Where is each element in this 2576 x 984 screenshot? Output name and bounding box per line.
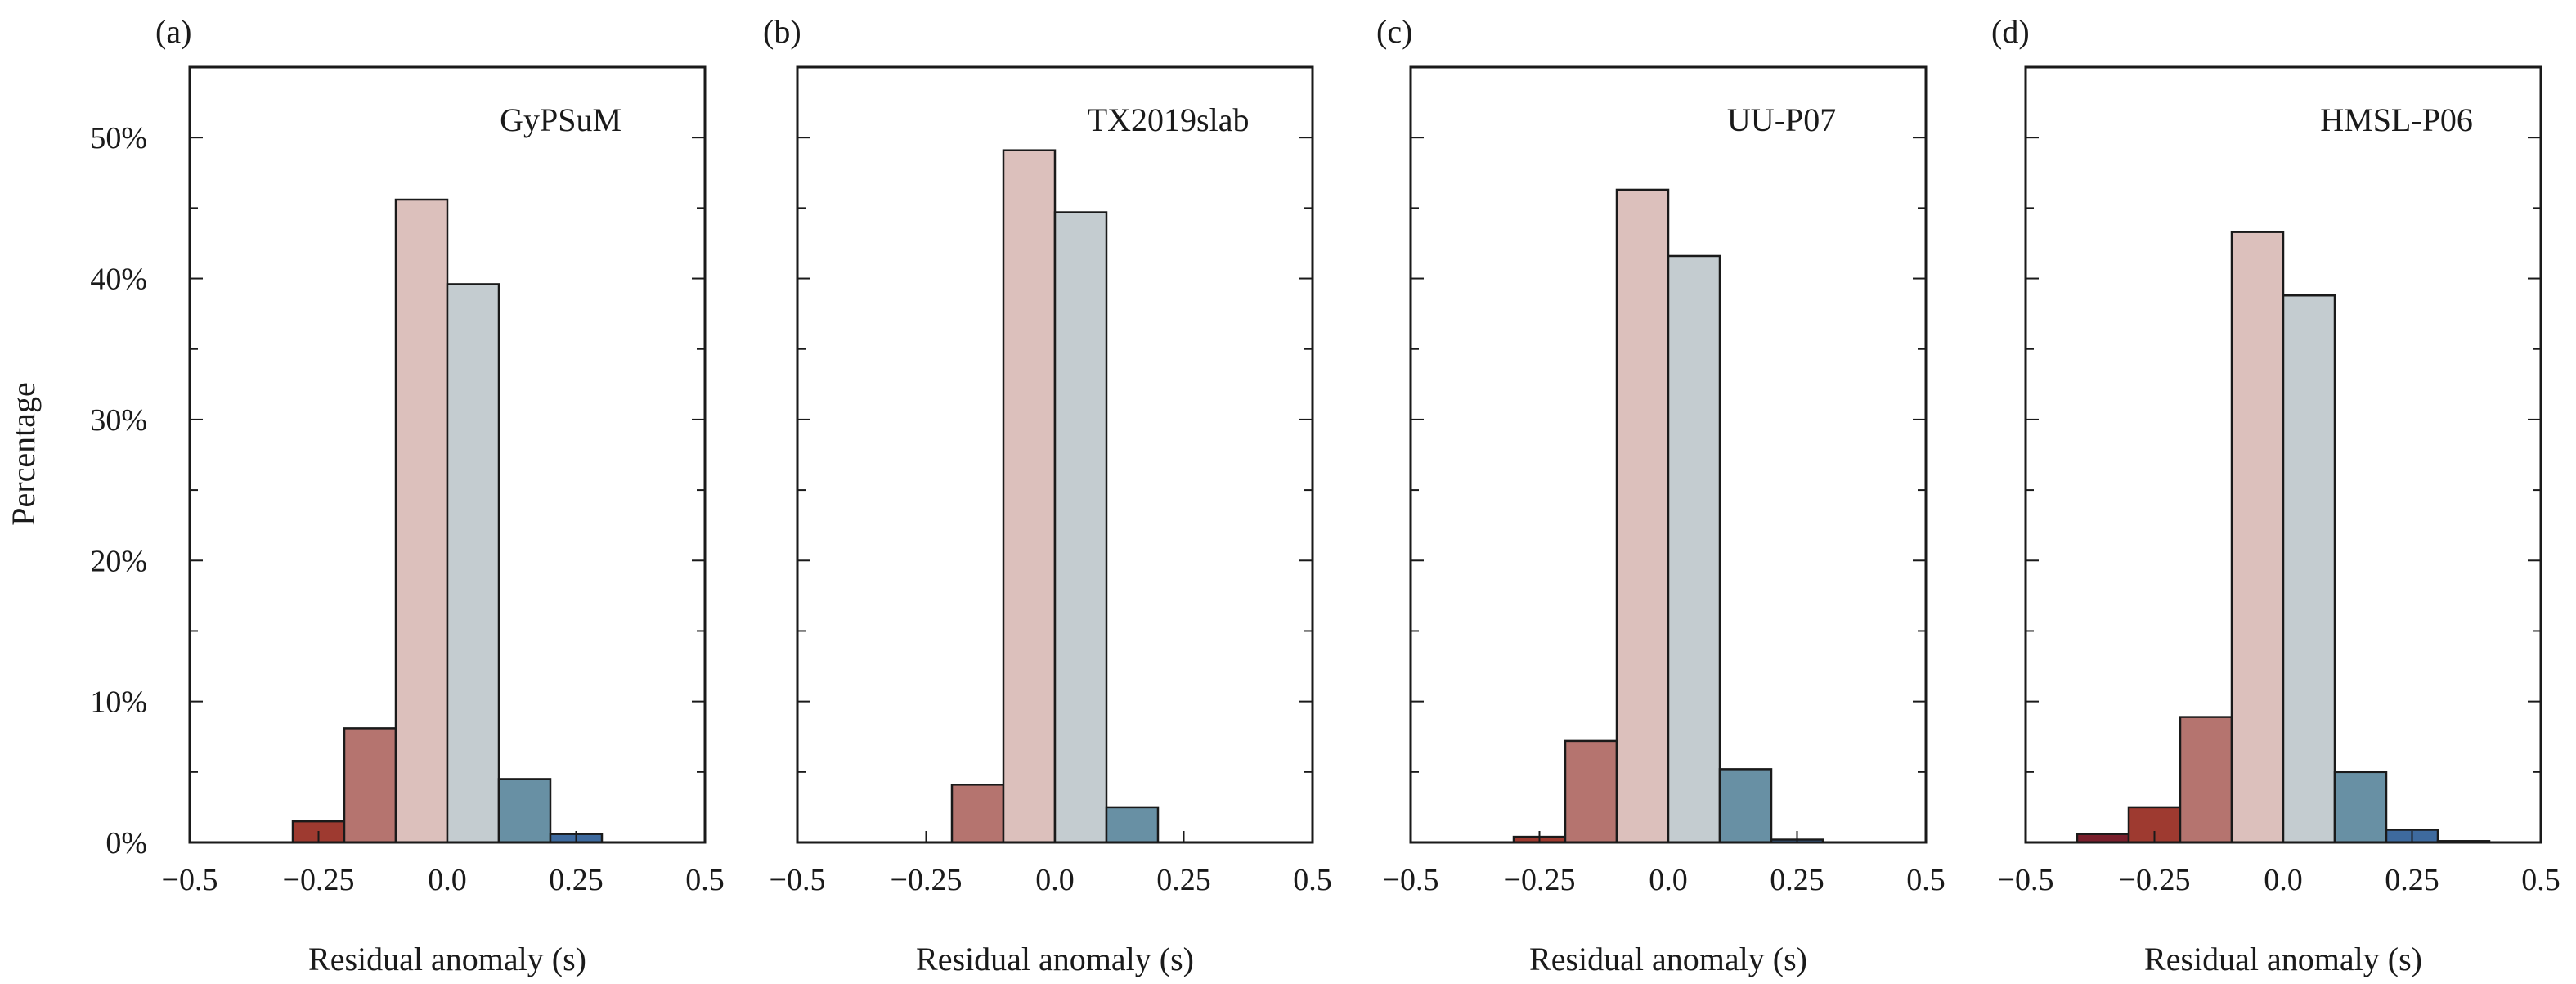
histogram-bar: [446, 283, 500, 844]
x-tick-label: −0.25: [1504, 863, 1576, 897]
model-name-label: UU-P07: [1727, 101, 1836, 138]
y-tick-label: 30%: [90, 403, 147, 438]
x-tick-label: −0.5: [770, 863, 826, 897]
histogram-bar: [2333, 771, 2388, 844]
histogram-bar: [1667, 254, 1721, 844]
panel-label: (b): [763, 13, 801, 50]
x-tick-label: −0.5: [1998, 863, 2054, 897]
x-tick-label: 0.0: [1649, 863, 1688, 897]
x-tick-label: 0.5: [1906, 863, 1945, 897]
histogram-bar: [394, 198, 449, 844]
x-axis-label: Residual anomaly (s): [2144, 941, 2422, 977]
x-tick-label: 0.0: [428, 863, 467, 897]
model-name-label: HMSL-P06: [2320, 101, 2473, 138]
x-tick-label: 0.5: [1293, 863, 1332, 897]
x-tick-label: −0.5: [1383, 863, 1439, 897]
histogram-bar: [343, 727, 397, 844]
x-tick-label: 0.25: [1156, 863, 1211, 897]
x-axis-label: Residual anomaly (s): [916, 941, 1194, 977]
x-tick-label: 0.5: [2521, 863, 2560, 897]
model-name-label: GyPSuM: [500, 101, 622, 138]
x-axis-label: Residual anomaly (s): [1529, 941, 1807, 977]
x-tick-label: −0.25: [891, 863, 963, 897]
x-tick-label: 0.0: [1035, 863, 1075, 897]
histogram-bar: [1564, 739, 1618, 844]
x-tick-label: −0.25: [283, 863, 355, 897]
histogram-bar: [1615, 188, 1670, 844]
histogram-bar: [2282, 294, 2336, 844]
x-tick-label: −0.25: [2119, 863, 2191, 897]
histogram-bar: [950, 784, 1005, 844]
y-tick-label: 10%: [90, 685, 147, 720]
model-name-label: TX2019slab: [1088, 101, 1250, 138]
x-tick-label: 0.0: [2264, 863, 2303, 897]
panel-c: −0.5 −0.25 0.0 0.25 0.5 Residual anomaly (s) (…: [1376, 13, 1945, 977]
panel-label: (d): [1991, 13, 2030, 50]
x-tick-label: 0.25: [1770, 863, 1824, 897]
x-axis-label: Residual anomaly (s): [308, 941, 586, 977]
y-tick-label: 40%: [90, 263, 147, 297]
histogram-bar: [1002, 149, 1057, 844]
y-axis-label: Percentage: [5, 382, 42, 525]
x-tick-label: 0.25: [549, 863, 604, 897]
histogram-bar: [2076, 833, 2130, 844]
histogram-bar: [1718, 768, 1773, 844]
histogram-bar: [2179, 716, 2233, 844]
x-tick-label: 0.25: [2385, 863, 2439, 897]
panel-b: −0.5 −0.25 0.0 0.25 0.5 Residual anomaly (s) (…: [763, 13, 1332, 977]
panel-d: −0.5 −0.25 0.0 0.25 0.5 Residual anomaly (s) (…: [1991, 13, 2560, 977]
y-tick-label: 50%: [90, 121, 147, 155]
x-tick-label: −0.5: [162, 863, 218, 897]
histogram-bar: [497, 778, 552, 844]
panel-label: (c): [1376, 13, 1412, 50]
histogram-bar: [1053, 211, 1108, 844]
panel-label: (a): [155, 13, 191, 50]
x-tick-label: 0.5: [685, 863, 725, 897]
y-tick-label: 20%: [90, 544, 147, 578]
panel-a: 0% 10% 20% 30% 40% 50% −0.5 −0.25 0.0 0.25 0.5 Resi…: [90, 13, 724, 977]
histogram-bar: [1105, 806, 1160, 844]
histogram-bar: [2230, 231, 2285, 844]
y-tick-label: 0%: [105, 826, 147, 860]
